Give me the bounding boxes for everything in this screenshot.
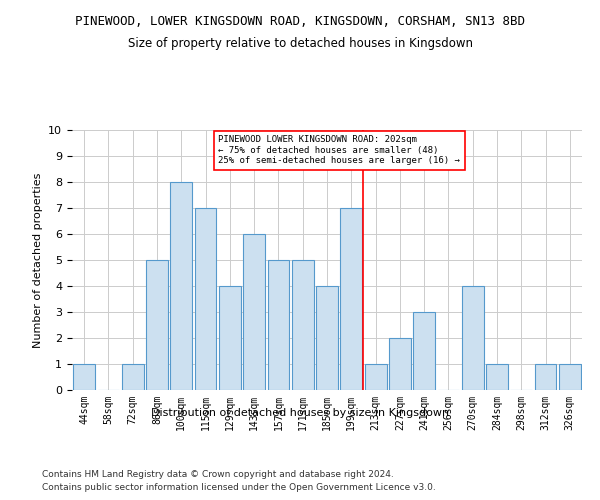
Y-axis label: Number of detached properties: Number of detached properties bbox=[33, 172, 43, 348]
Bar bbox=[122, 364, 143, 390]
Text: Contains public sector information licensed under the Open Government Licence v3: Contains public sector information licen… bbox=[42, 482, 436, 492]
Bar bbox=[170, 182, 192, 390]
Bar bbox=[243, 234, 265, 390]
Bar bbox=[559, 364, 581, 390]
Bar bbox=[292, 260, 314, 390]
Bar bbox=[389, 338, 411, 390]
Bar bbox=[413, 312, 435, 390]
Bar bbox=[486, 364, 508, 390]
Bar bbox=[316, 286, 338, 390]
Bar bbox=[73, 364, 95, 390]
Bar bbox=[146, 260, 168, 390]
Bar bbox=[535, 364, 556, 390]
Bar bbox=[340, 208, 362, 390]
Bar bbox=[219, 286, 241, 390]
Bar bbox=[194, 208, 217, 390]
Text: PINEWOOD, LOWER KINGSDOWN ROAD, KINGSDOWN, CORSHAM, SN13 8BD: PINEWOOD, LOWER KINGSDOWN ROAD, KINGSDOW… bbox=[75, 15, 525, 28]
Bar bbox=[365, 364, 386, 390]
Text: PINEWOOD LOWER KINGSDOWN ROAD: 202sqm
← 75% of detached houses are smaller (48)
: PINEWOOD LOWER KINGSDOWN ROAD: 202sqm ← … bbox=[218, 135, 460, 165]
Text: Contains HM Land Registry data © Crown copyright and database right 2024.: Contains HM Land Registry data © Crown c… bbox=[42, 470, 394, 479]
Text: Size of property relative to detached houses in Kingsdown: Size of property relative to detached ho… bbox=[128, 38, 473, 51]
Bar bbox=[462, 286, 484, 390]
Text: Distribution of detached houses by size in Kingsdown: Distribution of detached houses by size … bbox=[151, 408, 449, 418]
Bar bbox=[268, 260, 289, 390]
